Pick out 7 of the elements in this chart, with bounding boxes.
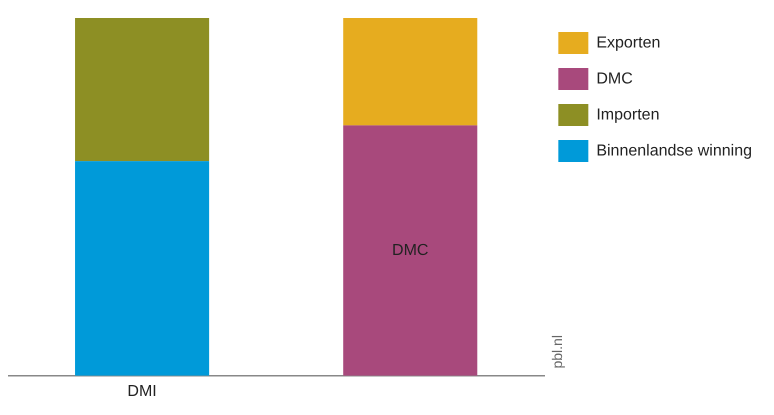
annotation: DMC: [392, 242, 428, 259]
legend-label: Exporten: [596, 34, 660, 52]
legend-label: Binnenlandse winning: [596, 142, 752, 160]
legend-label: Importen: [596, 106, 660, 124]
x-tick-label: DMI: [127, 382, 157, 400]
text: pbl.nl: [549, 335, 566, 369]
legend-label: DMC: [596, 70, 633, 88]
